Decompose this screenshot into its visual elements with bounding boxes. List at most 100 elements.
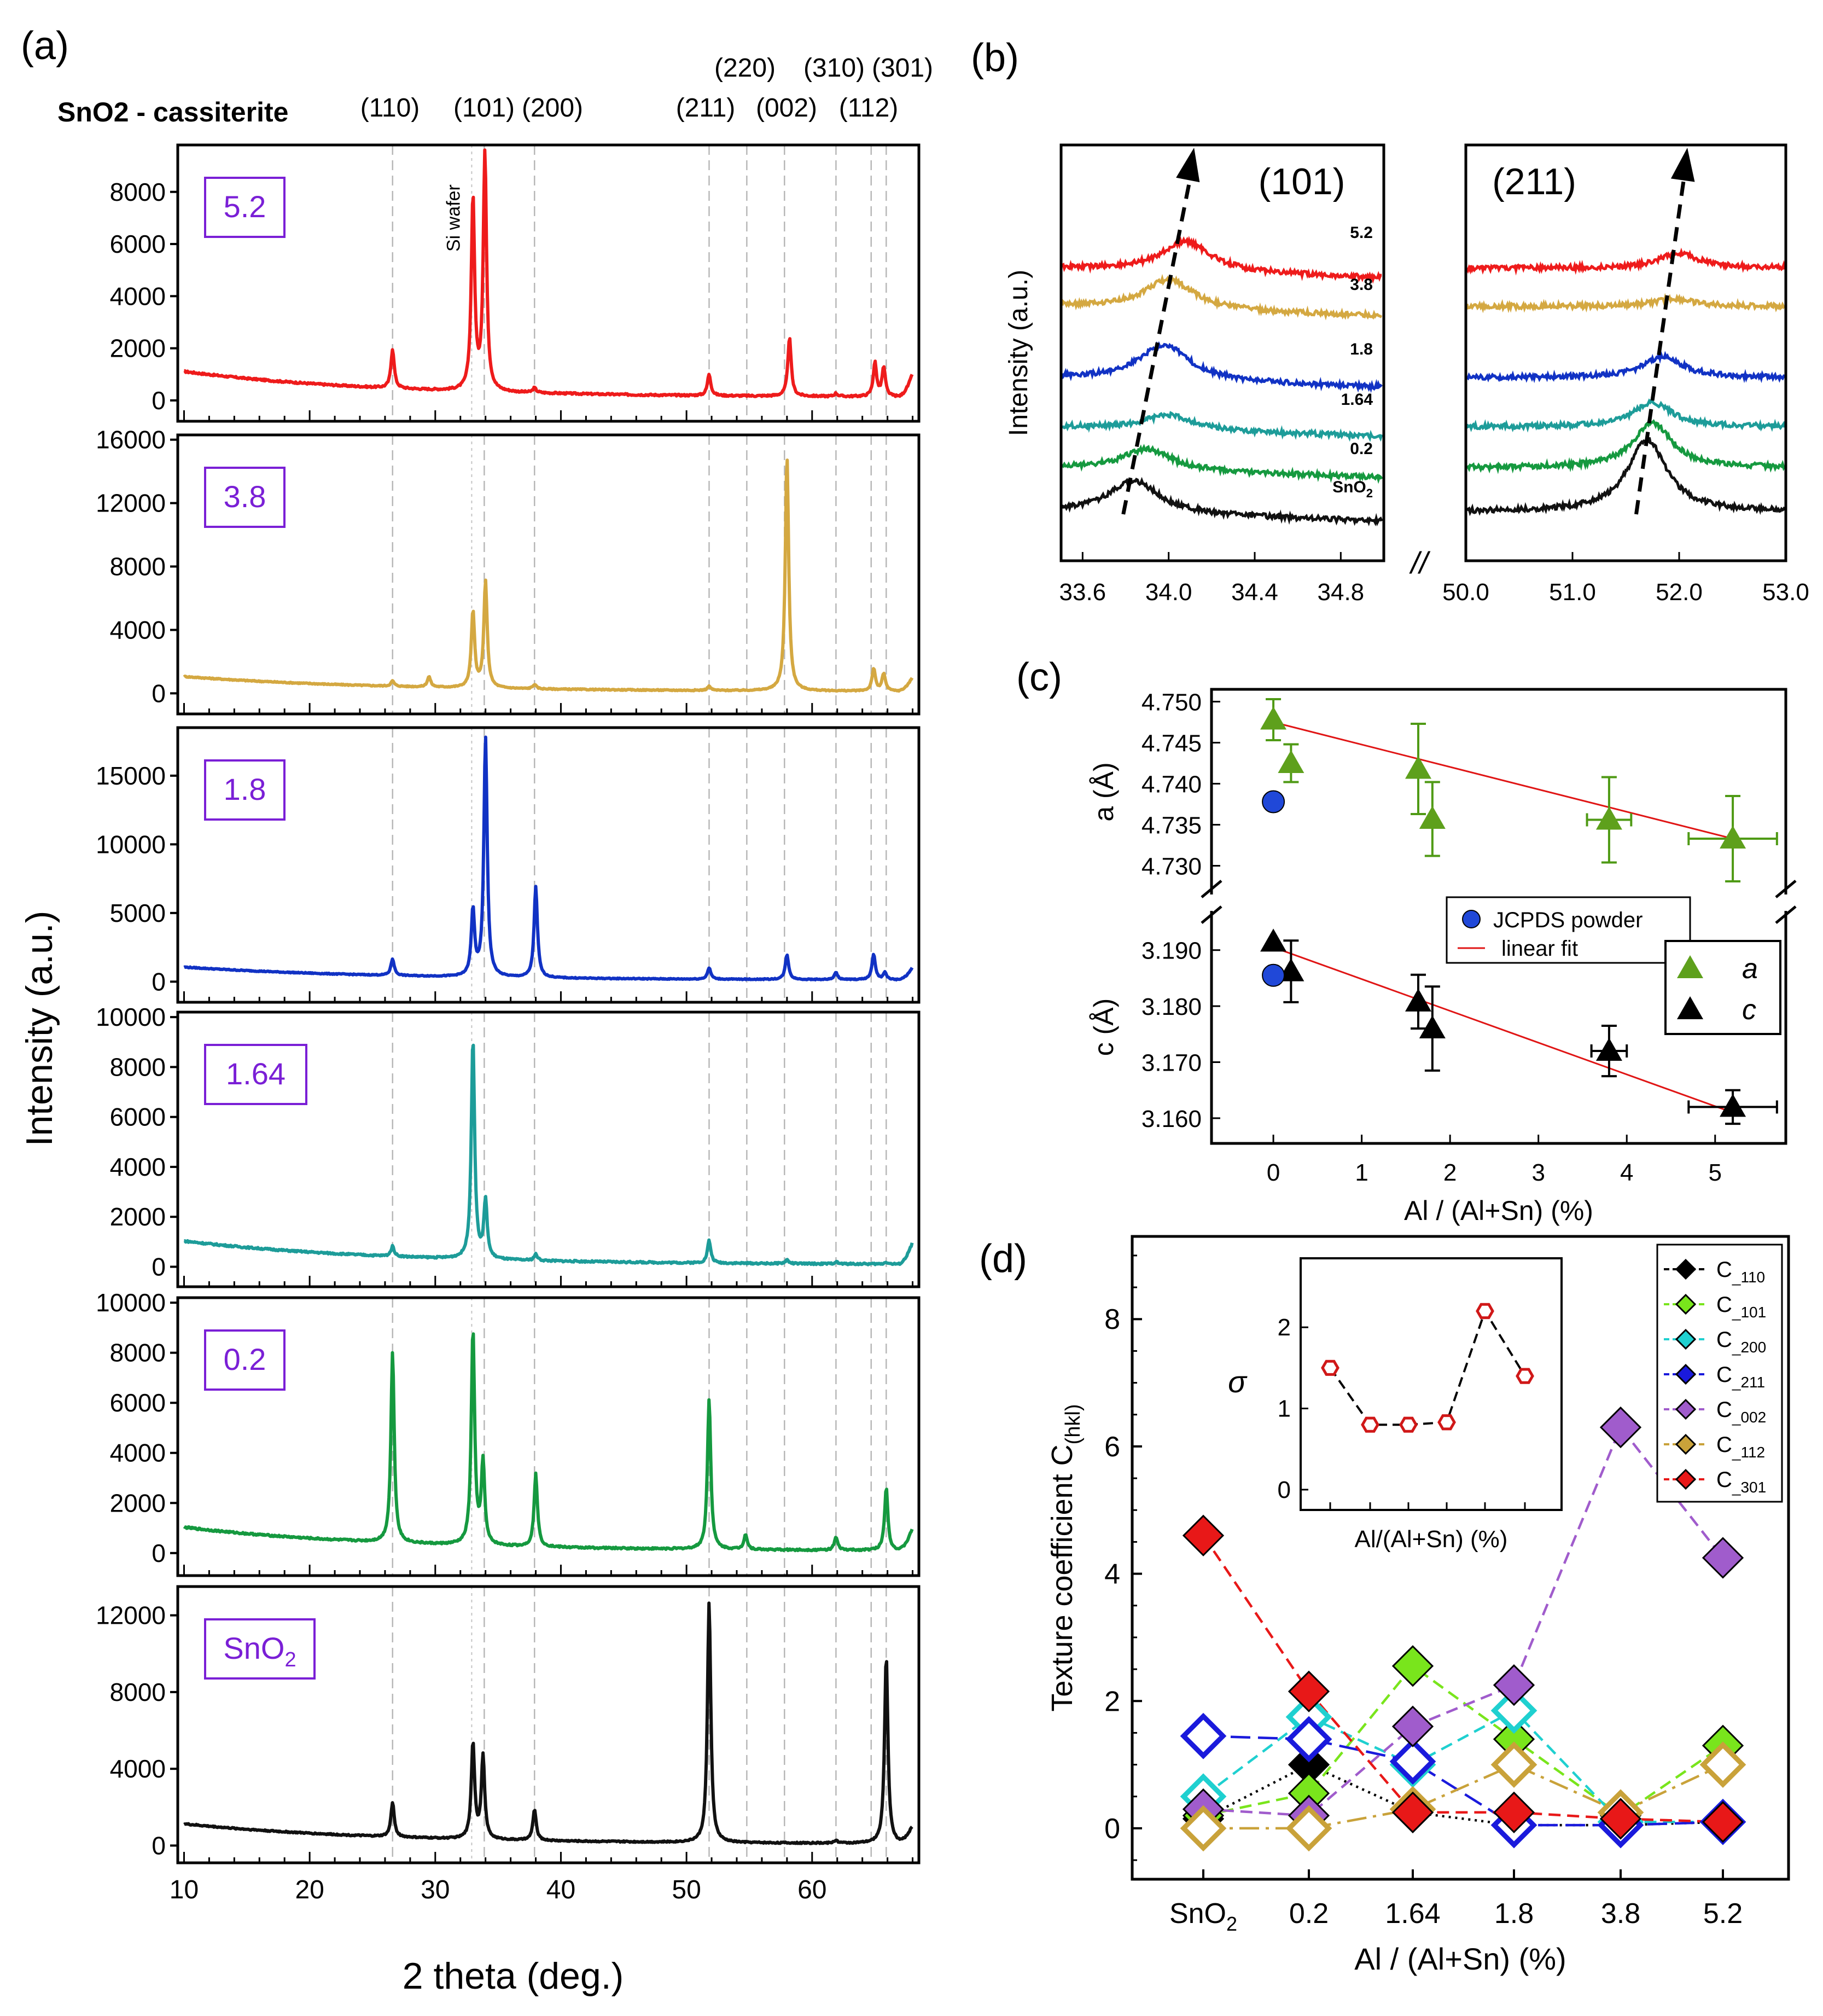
c-a-point-1 [1278, 750, 1304, 773]
a-xtick-label: 40 [546, 1875, 575, 1904]
a-ytick-label: 6000 [110, 1103, 166, 1131]
d-point-C_301-2 [1391, 1791, 1434, 1833]
d-legend-marker-C_301 [1675, 1468, 1697, 1490]
d-ytick-label: 6 [1104, 1431, 1120, 1463]
c-ytick-label-c: 3.180 [1141, 994, 1202, 1020]
d-point-C_112-0 [1180, 1805, 1227, 1852]
d-xtick-label-SnO2: SnO2 [1169, 1898, 1237, 1935]
c-legend2-a: a [1742, 953, 1758, 985]
a-label-box-SnO2 [204, 1618, 316, 1680]
a-ytick-label: 2000 [110, 1202, 166, 1231]
d-ytick-label: 4 [1104, 1559, 1120, 1590]
c-legend2-c: c [1742, 994, 1756, 1026]
a-ytick-label: 6000 [110, 1388, 166, 1417]
d-ylabel: Texture coefficient C(hkl) [1046, 1404, 1085, 1711]
c-ytick-label-a: 4.750 [1141, 689, 1202, 716]
c-legend1-marker-jcpds [1462, 910, 1481, 928]
b-arrow-head-1 [1670, 148, 1695, 182]
d-legend-marker-C_002 [1675, 1398, 1697, 1420]
d-point-C_002-3 [1493, 1664, 1535, 1706]
a-label-box-1.8 [204, 759, 286, 821]
c-c-point-3 [1419, 1015, 1446, 1039]
b-peak-label-1: (211) [1492, 161, 1576, 202]
a-subplot-5.2: 0 2000 4000 6000 8000 5.2 [110, 143, 921, 423]
d-point-C_112-1 [1285, 1805, 1332, 1852]
c-ytick-label-a: 4.735 [1141, 812, 1202, 839]
a-ytick-label: 2000 [110, 334, 166, 363]
b-shift-arrow-0 [1121, 169, 1194, 515]
a-ytick-label: 0 [152, 1831, 166, 1860]
a-ytick-label: 8000 [110, 1339, 166, 1367]
c-legend1-jcpds: JCPDS powder [1493, 908, 1643, 932]
d-point-C_301-3 [1493, 1791, 1535, 1833]
a-ytick-label: 15000 [96, 762, 166, 790]
b-xtick-label: 53.0 [1762, 579, 1809, 606]
a-ytick-label: 6000 [110, 230, 166, 258]
c-break-left-2 [1201, 905, 1222, 924]
panel-label-b: (b) [971, 36, 1019, 80]
a-curve-5.2 [183, 148, 914, 399]
c-c-point-5 [1720, 1094, 1746, 1117]
c-c-point-0 [1260, 928, 1287, 952]
d-point-C_211-0 [1180, 1712, 1227, 1759]
a-ylabel: Intensity (a.u.) [19, 911, 60, 1147]
d-inset-ytick-label: 2 [1278, 1314, 1291, 1341]
subscript: _301 [1732, 1479, 1766, 1496]
a-hkl-301: (301) [872, 54, 933, 83]
a-ytick-label: 10000 [96, 1288, 166, 1317]
d-ytick-label: 8 [1104, 1304, 1120, 1335]
d-point-C_301-0 [1182, 1514, 1225, 1556]
a-hkl-200: (200) [522, 94, 583, 123]
d-legend-marker-C_200 [1675, 1328, 1697, 1350]
b-curve-5.2-0 [1061, 235, 1382, 284]
d-line-C_002 [1203, 1425, 1724, 1817]
a-xtick-label: 10 [170, 1875, 199, 1904]
a-ytick-label: 12000 [96, 489, 166, 518]
d-inset-point-1 [1361, 1416, 1379, 1433]
b-xtick-label: 34.8 [1318, 579, 1365, 606]
c-ytick-label-a: 4.745 [1141, 730, 1202, 757]
c-xtick-label: 5 [1709, 1159, 1722, 1186]
a-subplot-0.2: 0 2000 4000 6000 8000 10000 0.2 [96, 1288, 921, 1577]
a-ytick-label: 8000 [110, 553, 166, 581]
subscript: _101 [1732, 1304, 1766, 1321]
a-subplot-1.8: 0 5000 10000 15000 1.8 [96, 726, 921, 1004]
d-point-C_101-2 [1391, 1645, 1434, 1687]
d-inset-point-4 [1476, 1303, 1494, 1320]
b-curve-5.2-1 [1465, 247, 1786, 276]
c-ylabel-c: c (Å) [1088, 998, 1119, 1056]
b-xtick-label: 52.0 [1656, 579, 1703, 606]
d-inset-line [1329, 1308, 1526, 1426]
a-frame-0.2 [176, 1296, 921, 1577]
a-subplot-SnO2: 0 4000 8000 12000 SnO2 [96, 1585, 921, 1864]
d-inset-ytick-label: 0 [1278, 1477, 1291, 1503]
b-shift-arrow-1 [1634, 169, 1687, 515]
b-frame-1 [1464, 143, 1787, 562]
c-jcpds-a [1262, 790, 1285, 814]
b-curve-3.8-1 [1465, 293, 1786, 313]
c-xtick-label: 3 [1531, 1159, 1545, 1186]
c-ytick-label-c: 3.170 [1141, 1050, 1202, 1077]
c-frame-top [1210, 688, 1787, 894]
subscript: 2 [1226, 1913, 1237, 1935]
a-ytick-label: 0 [152, 1539, 166, 1567]
c-ytick-label-c: 3.190 [1141, 938, 1202, 965]
a-hkl-211: (211) [676, 94, 736, 123]
subscript: 2 [284, 1648, 296, 1671]
d-point-C_301-4 [1599, 1798, 1642, 1840]
d-xlabel: Al / (Al+Sn) (%) [1354, 1942, 1566, 1976]
c-ytick-label-a: 4.740 [1141, 771, 1202, 798]
d-point-C_112-5 [1699, 1741, 1746, 1788]
c-c-point-4 [1595, 1038, 1622, 1061]
a-ytick-label: 10000 [96, 1003, 166, 1031]
c-legend2 [1664, 940, 1781, 1035]
a-label-SnO2: SnO2 [223, 1631, 296, 1671]
d-inset-xlabel: Al/(Al+Sn) (%) [1355, 1526, 1508, 1553]
b-curve-1.8-1 [1466, 350, 1786, 384]
d-point-C_112-3 [1490, 1741, 1537, 1788]
d-inset-frame [1300, 1257, 1563, 1511]
a-label-box-3.8 [204, 467, 286, 528]
d-point-C_301-1 [1288, 1670, 1330, 1712]
a-title: SnO2 - cassiterite [57, 97, 288, 127]
